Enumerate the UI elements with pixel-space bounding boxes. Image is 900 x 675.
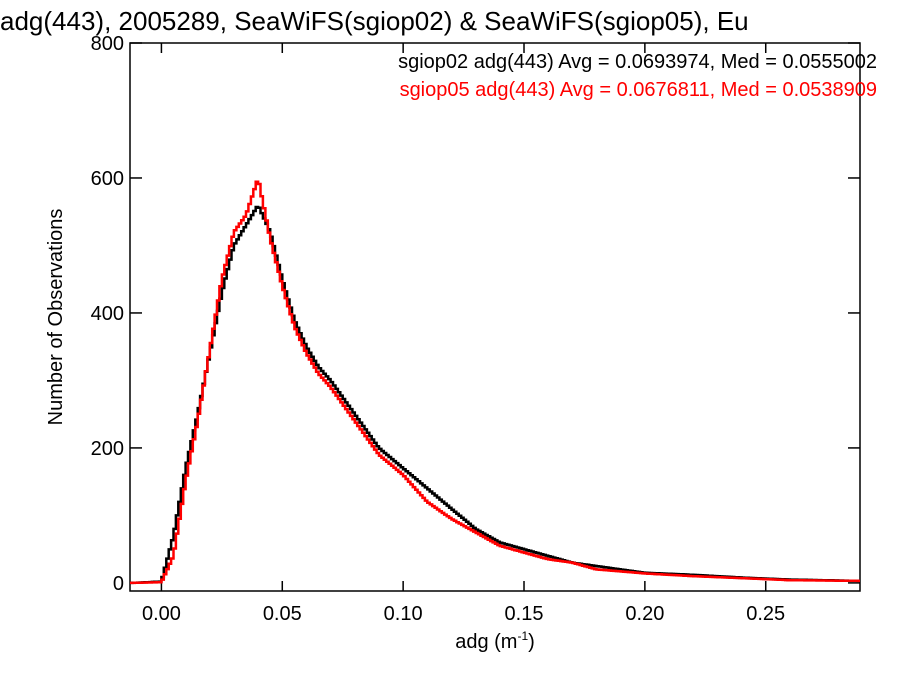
x-axis-label-close: ) <box>528 631 535 653</box>
x-axis-label-sup: -1 <box>517 629 528 643</box>
y-axis-label: Number of Observations <box>45 209 67 426</box>
series-sgiop05 <box>130 180 860 585</box>
chart-title: adg(443), 2005289, SeaWiFS(sgiop02) & Se… <box>0 6 749 36</box>
y-tick-label: 800 <box>91 33 124 55</box>
legend: sgiop02 adg(443) Avg = 0.0693974, Med = … <box>398 51 877 101</box>
series-sgiop02 <box>130 205 860 585</box>
y-tick-label: 0 <box>113 573 124 595</box>
y-tick-label: 400 <box>91 303 124 325</box>
y-tick-label: 200 <box>91 438 124 460</box>
x-tick-label: 0.05 <box>263 603 302 625</box>
plot-frame <box>129 42 861 592</box>
x-tick-label: 0.15 <box>505 603 544 625</box>
x-tick-label: 0.10 <box>384 603 423 625</box>
series-group <box>130 180 860 585</box>
legend-entry-sgiop02: sgiop02 adg(443) Avg = 0.0693974, Med = … <box>398 51 877 73</box>
x-axis-label-main: adg (m <box>455 631 517 653</box>
axis-ticks: 0.00 0.05 0.10 0.15 0.20 0.25 0 200 400 600 800 <box>91 33 860 625</box>
x-tick-label: 0.20 <box>625 603 664 625</box>
legend-entry-sgiop05: sgiop05 adg(443) Avg = 0.0676811, Med = … <box>400 79 877 101</box>
x-tick-label: 0.00 <box>142 603 181 625</box>
x-tick-label: 0.25 <box>746 603 785 625</box>
y-tick-label: 600 <box>91 168 124 190</box>
x-axis-label: adg (m-1) <box>455 629 535 653</box>
